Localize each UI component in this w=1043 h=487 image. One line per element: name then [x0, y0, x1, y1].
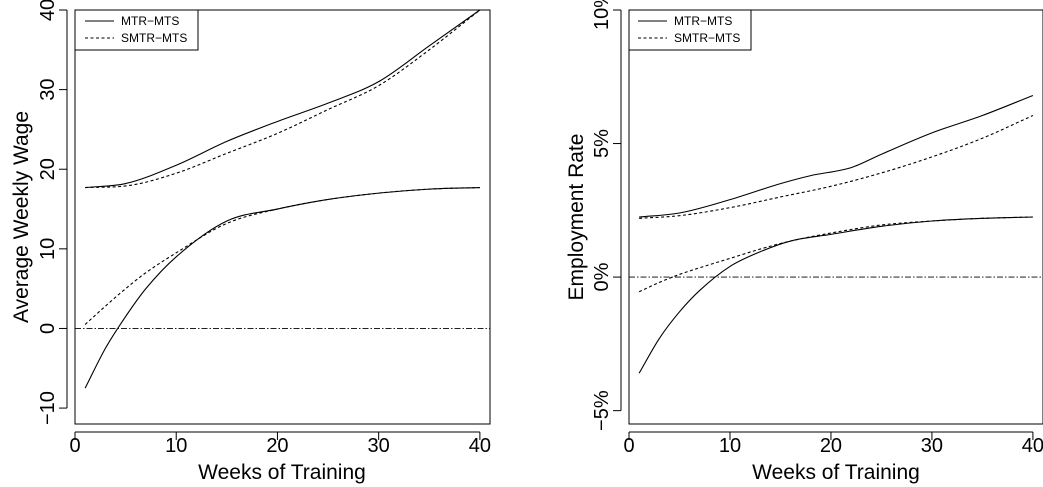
wage-y-tick-label-4: 30	[37, 78, 59, 100]
employment-series-mtr-mts-lower-line	[638, 216, 1033, 374]
employment-legend-label-0: MTR−MTS	[674, 14, 732, 28]
wage-series-smtr-mts-upper-line	[85, 9, 481, 189]
wage-x-tick-label-4: 40	[469, 435, 491, 457]
employment-x-tick-label-2: 20	[820, 435, 842, 457]
wage-y-tick-label-0: −10	[37, 391, 59, 425]
employment-x-tick-label-1: 10	[719, 435, 741, 457]
employment-legend-box	[628, 9, 752, 51]
employment-x-tick-label-0: 0	[623, 435, 634, 457]
wage-x-tick-label-3: 30	[368, 435, 390, 457]
wage-series-mtr-mts-upper-line	[85, 9, 481, 189]
wage-series-mtr-mts-lower-line	[84, 186, 480, 389]
employment-axis-group: 0 10 20 30 40 −5% 0% 5% 10%	[591, 0, 1043, 457]
employment-chart: 0 10 20 30 40 −5% 0% 5% 10% MTR−MTS SMTR−MTS Wee…	[565, 0, 1043, 484]
wage-plot-frame	[74, 9, 491, 425]
wage-x-tick-label-0: 0	[69, 435, 80, 457]
wage-y-axis-title: Average Weekly Wage	[10, 111, 33, 323]
wage-axis-group: 0 10 20 30 40 −10 0 10 20 30 40	[37, 0, 491, 457]
employment-series-group	[629, 94, 1043, 374]
wage-legend-label-0: MTR−MTS	[121, 14, 179, 28]
employment-y-tick-label-2: 5%	[591, 129, 613, 158]
employment-y-tick-label-1: 0%	[591, 262, 613, 291]
wage-series-group	[75, 9, 490, 389]
wage-y-tick-label-3: 20	[37, 158, 59, 180]
wage-y-tick-label-1: 0	[37, 323, 59, 334]
wage-series-smtr-mts-lower-line	[84, 186, 480, 325]
wage-chart: 0 10 20 30 40 −10 0 10 20 30 40 MTR−MTS SMTR−MTS W…	[10, 0, 491, 484]
employment-x-tick-label-4: 40	[1022, 435, 1043, 457]
wage-x-axis-title: Weeks of Training	[198, 461, 366, 484]
wage-x-tick-label-2: 20	[266, 435, 288, 457]
employment-legend: MTR−MTS SMTR−MTS	[628, 9, 752, 51]
employment-y-tick-label-3: 10%	[591, 0, 613, 30]
employment-series-smtr-mts-lower-line	[638, 216, 1033, 293]
employment-series-mtr-mts-upper-line	[639, 94, 1034, 218]
employment-plot-frame	[628, 9, 1043, 425]
employment-legend-label-1: SMTR−MTS	[674, 31, 740, 45]
wage-legend-box	[74, 9, 199, 51]
employment-x-tick-label-3: 30	[921, 435, 943, 457]
wage-legend-label-1: SMTR−MTS	[121, 31, 187, 45]
employment-x-axis-title: Weeks of Training	[752, 461, 920, 484]
employment-y-axis-title: Employment Rate	[565, 134, 588, 301]
wage-y-tick-label-2: 10	[37, 238, 59, 260]
wage-y-tick-label-5: 40	[37, 0, 59, 21]
wage-legend: MTR−MTS SMTR−MTS	[74, 9, 199, 51]
employment-y-tick-label-0: −5%	[591, 390, 613, 431]
wage-x-tick-label-1: 10	[165, 435, 187, 457]
employment-series-smtr-mts-upper-line	[639, 114, 1034, 219]
